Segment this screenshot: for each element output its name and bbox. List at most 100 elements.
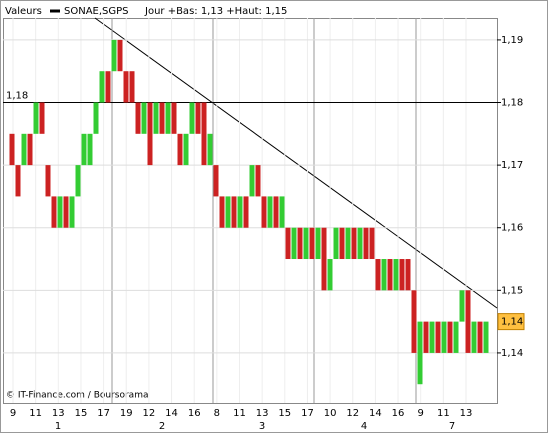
x-tick-label: 8 <box>214 408 220 419</box>
bar <box>327 259 333 291</box>
bar <box>285 227 291 260</box>
x-group-label: 2 <box>159 421 165 432</box>
bar <box>237 196 243 228</box>
x-tick-label: 9 <box>10 408 16 419</box>
x-group-label: 4 <box>361 421 367 432</box>
bar <box>393 259 399 291</box>
bar <box>267 196 273 228</box>
x-tick-label: 10 <box>324 408 337 419</box>
bar <box>321 227 327 291</box>
x-group-label: 7 <box>449 421 455 432</box>
bar <box>255 165 261 197</box>
credit: © IT-Finance.com / Boursorama <box>6 391 148 401</box>
bar <box>411 290 417 353</box>
bar <box>15 165 21 197</box>
bar <box>195 102 201 134</box>
bar <box>399 259 405 291</box>
bar <box>171 102 177 134</box>
bar <box>207 133 213 166</box>
bar <box>9 133 15 166</box>
bar <box>93 102 99 134</box>
y-tick-label: 1,17 <box>501 160 523 171</box>
last-price-box <box>497 313 525 331</box>
x-tick-label: 12 <box>346 408 359 419</box>
x-tick-label: 19 <box>120 408 133 419</box>
bar <box>135 102 141 134</box>
bar <box>477 321 483 353</box>
bar <box>333 227 339 260</box>
x-tick-label: 12 <box>143 408 156 419</box>
x-group-label: 1 <box>55 421 61 432</box>
bar <box>69 196 75 228</box>
bar <box>21 133 27 166</box>
x-tick-label: 16 <box>392 408 405 419</box>
x-tick-label: 13 <box>256 408 269 419</box>
bar <box>219 196 225 228</box>
bar <box>249 165 255 197</box>
last-price-label: 1,14 <box>501 317 523 328</box>
bar <box>105 71 111 103</box>
bar <box>363 227 369 260</box>
bar <box>123 71 129 103</box>
x-tick-label: 14 <box>165 408 178 419</box>
x-tick-label: 9 <box>418 408 424 419</box>
bar <box>471 321 477 353</box>
bar <box>375 259 381 291</box>
bar <box>459 290 465 322</box>
bar <box>297 227 303 260</box>
bar <box>147 102 153 166</box>
bar <box>45 165 51 197</box>
bar <box>345 227 351 260</box>
bar <box>159 102 165 134</box>
bar <box>27 133 33 166</box>
bar <box>87 133 93 166</box>
bar <box>351 227 357 260</box>
x-tick-label: 16 <box>188 408 201 419</box>
bar <box>201 102 207 166</box>
bar <box>183 133 189 166</box>
y-tick-label: 1,18 <box>501 98 523 109</box>
reference-label: 1,18 <box>6 91 28 102</box>
bar <box>387 259 393 291</box>
bar <box>291 227 297 260</box>
bar <box>225 196 231 228</box>
bar <box>483 321 489 353</box>
plot-area <box>3 18 498 404</box>
legend-label: Valeurs <box>5 6 42 17</box>
bar <box>39 102 45 134</box>
bar <box>189 102 195 134</box>
bar <box>369 227 375 260</box>
bar <box>111 39 117 72</box>
x-tick-label: 13 <box>460 408 473 419</box>
bar <box>417 321 423 385</box>
bar <box>231 196 237 228</box>
bar <box>315 227 321 260</box>
bar <box>141 102 147 134</box>
bar <box>57 196 63 228</box>
trend-line <box>94 17 498 309</box>
x-tick-label: 11 <box>29 408 42 419</box>
x-tick-label: 11 <box>437 408 450 419</box>
bar <box>303 227 309 260</box>
bar <box>75 165 81 197</box>
bar <box>117 39 123 72</box>
y-tick-label: 1,14 <box>501 348 523 359</box>
bar <box>435 321 441 353</box>
bar <box>453 321 459 353</box>
x-tick-label: 13 <box>52 408 65 419</box>
bar <box>63 196 69 228</box>
bar <box>153 102 159 134</box>
bar <box>405 259 411 291</box>
bar <box>213 165 219 197</box>
bar <box>99 71 105 103</box>
bar <box>81 133 87 166</box>
bar <box>33 102 39 134</box>
bar <box>465 290 471 353</box>
bar <box>441 321 447 353</box>
bar <box>261 196 267 228</box>
bar <box>339 227 345 260</box>
x-tick-label: 17 <box>97 408 110 419</box>
subtitle: Jour +Bas: 1,13 +Haut: 1,15 <box>144 6 287 17</box>
bar <box>279 196 285 228</box>
